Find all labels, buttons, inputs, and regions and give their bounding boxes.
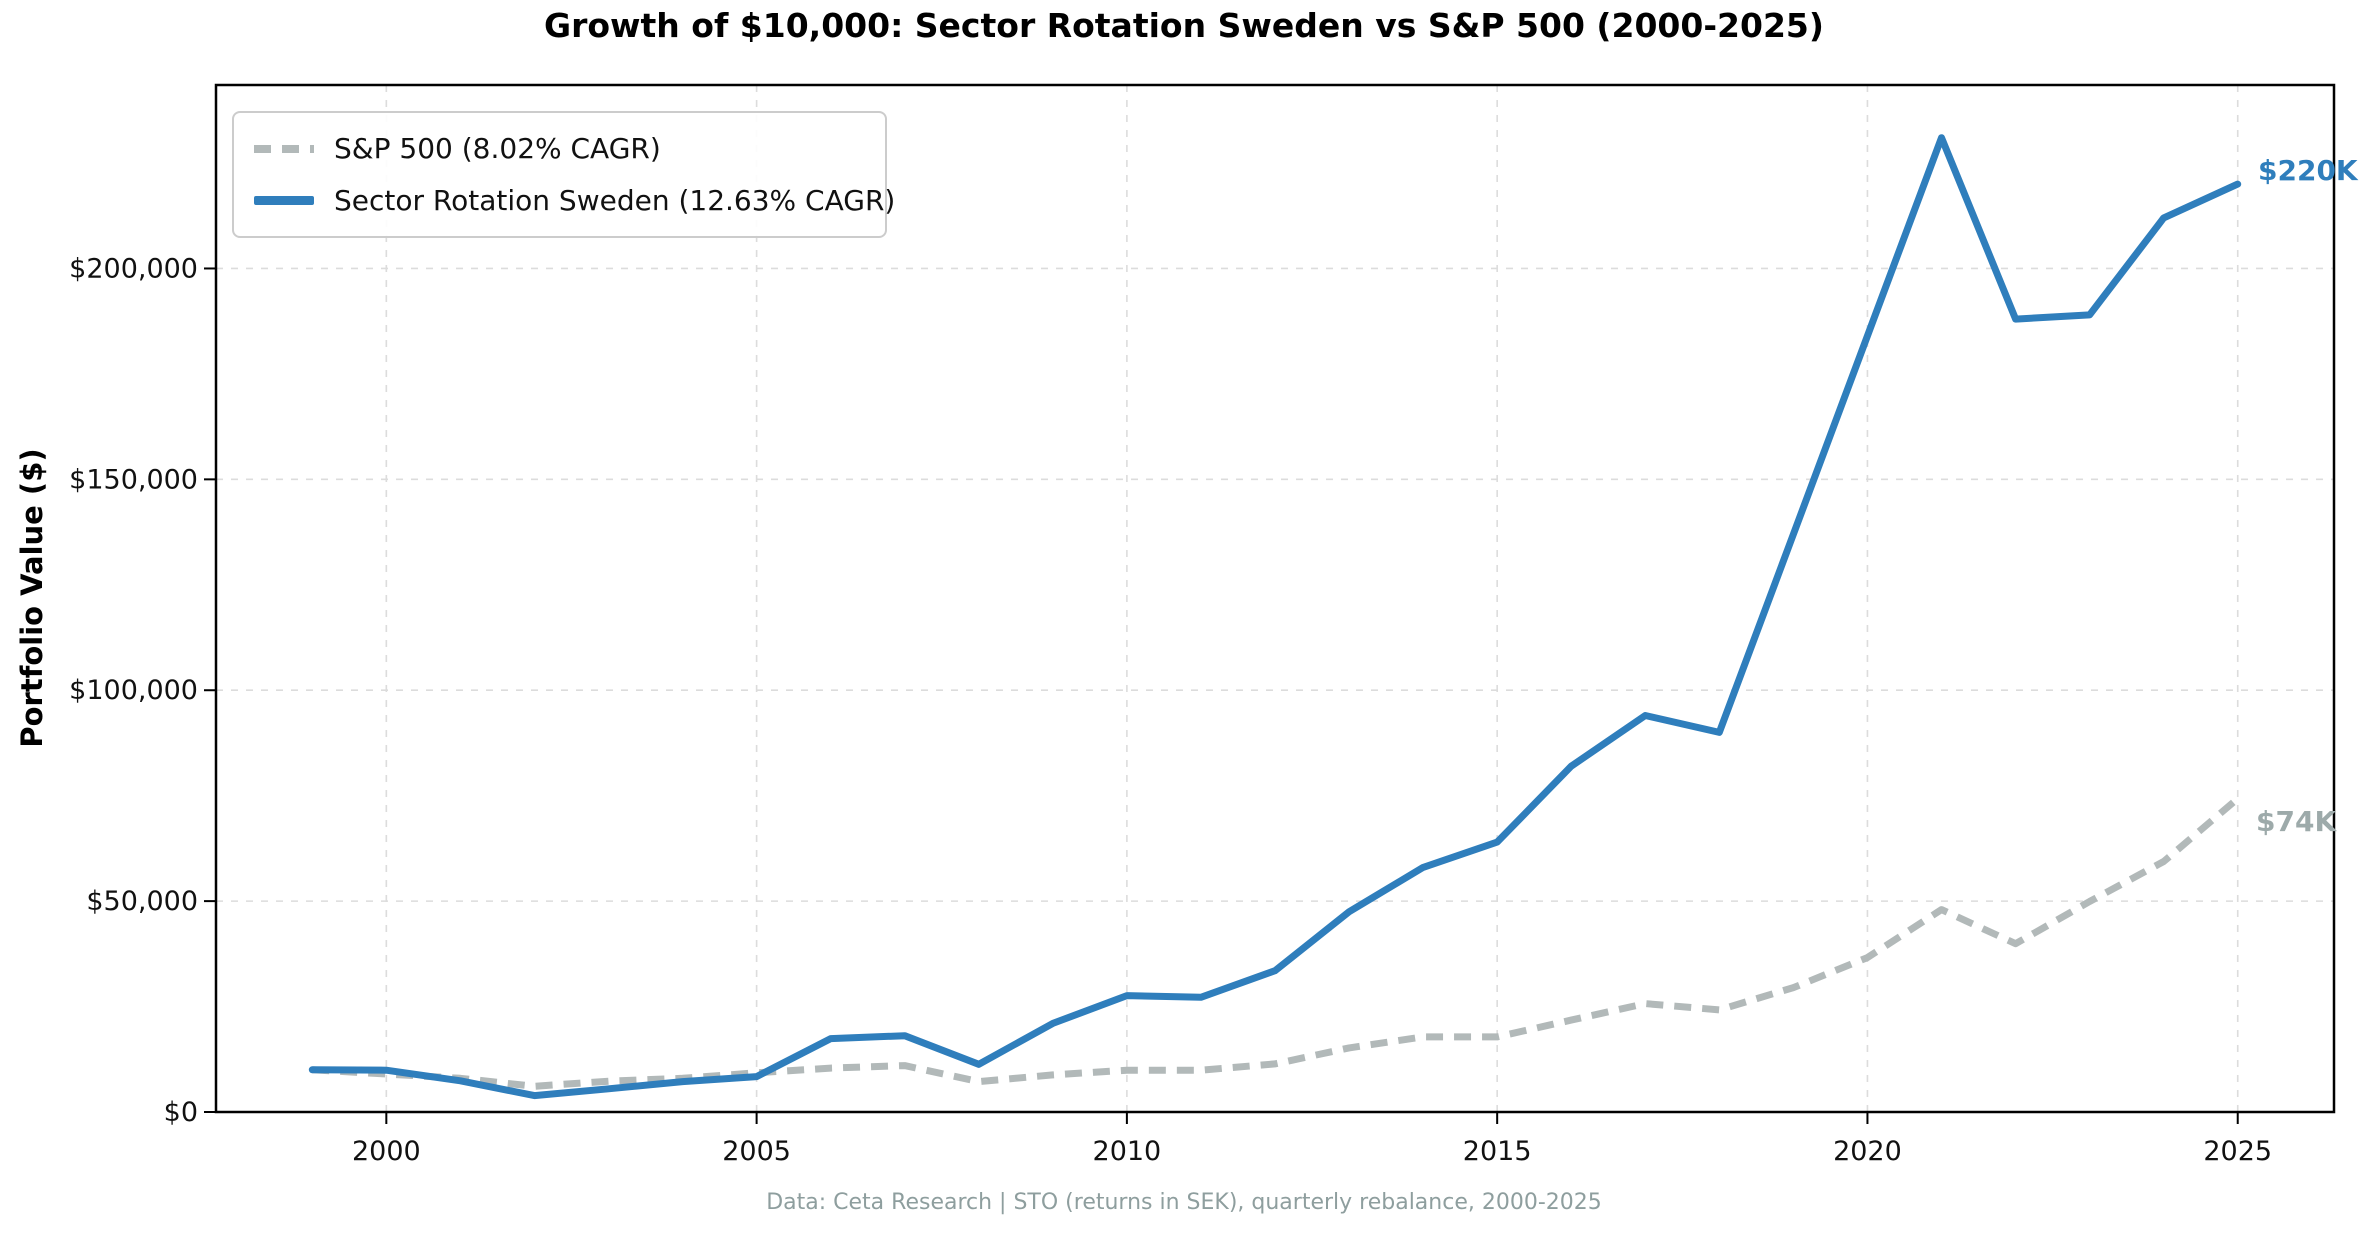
y-tick-label: $50,000 <box>86 886 198 917</box>
sp500-end-value-label: $74K <box>2256 805 2337 838</box>
sweden-end-value-label: $220K <box>2258 154 2358 187</box>
legend-item-sweden: Sector Rotation Sweden (12.63% CAGR) <box>254 184 895 217</box>
y-tick-label: $0 <box>164 1097 198 1128</box>
sp500-line <box>312 795 2240 1090</box>
sweden-solid-line-sample <box>254 196 314 205</box>
x-tick-label: 2010 <box>1093 1136 1162 1167</box>
chart-title: Growth of $10,000: Sector Rotation Swede… <box>544 6 1824 45</box>
legend-label-sweden: Sector Rotation Sweden (12.63% CAGR) <box>334 184 896 217</box>
sp500-dashed-line-sample <box>254 144 314 153</box>
plot-border <box>214 83 2336 1114</box>
x-tick-label: 2005 <box>722 1136 791 1167</box>
y-tick-label: $150,000 <box>69 464 198 495</box>
sweden-line <box>308 134 2242 1100</box>
x-tick-label: 2000 <box>352 1136 421 1167</box>
x-tick-label: 2015 <box>1463 1136 1532 1167</box>
legend: S&P 500 (8.02% CAGR) Sector Rotation Swe… <box>232 111 895 238</box>
y-tick-label: $200,000 <box>69 253 198 284</box>
legend-label-sp500: S&P 500 (8.02% CAGR) <box>334 132 661 165</box>
data-source-note: Data: Ceta Research | STO (returns in SE… <box>766 1190 1602 1215</box>
legend-item-sp500: S&P 500 (8.02% CAGR) <box>254 132 865 165</box>
x-tick-label: 2025 <box>2203 1136 2272 1167</box>
y-tick-label: $100,000 <box>69 675 198 706</box>
x-tick-label: 2020 <box>1833 1136 1902 1167</box>
